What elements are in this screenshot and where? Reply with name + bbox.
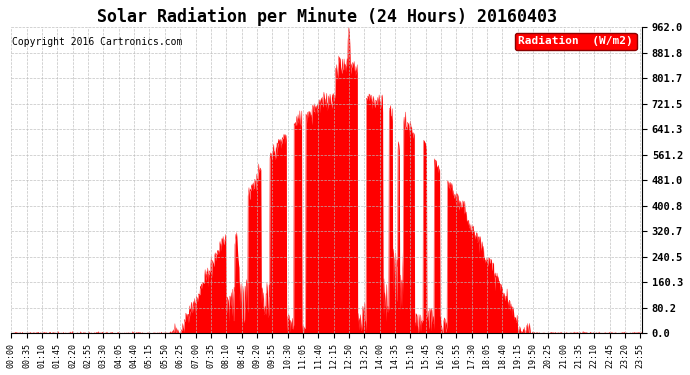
Legend: Radiation  (W/m2): Radiation (W/m2) [515,33,637,50]
Text: Copyright 2016 Cartronics.com: Copyright 2016 Cartronics.com [12,37,182,46]
Title: Solar Radiation per Minute (24 Hours) 20160403: Solar Radiation per Minute (24 Hours) 20… [97,7,557,26]
